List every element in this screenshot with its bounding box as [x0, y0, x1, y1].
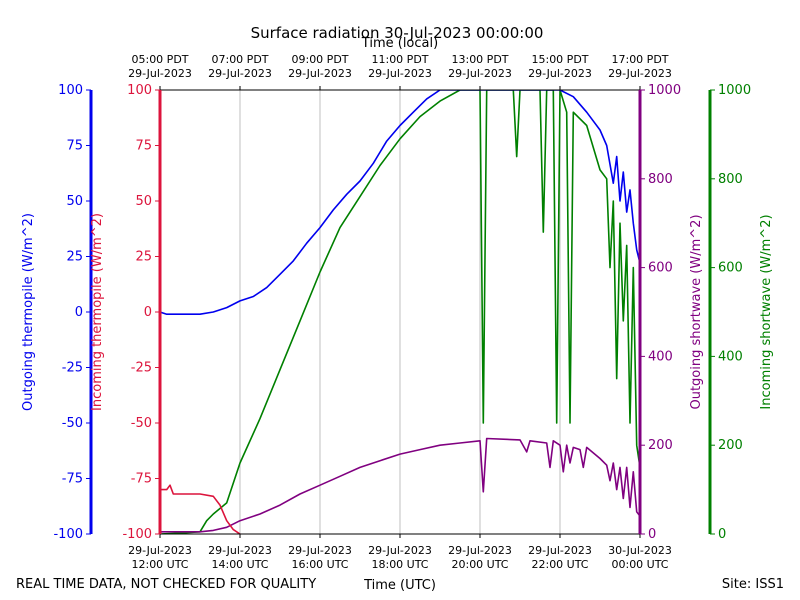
x-tick-label-bottom: 29-Jul-2023: [528, 544, 592, 557]
y-tick-label-outgoing_shortwave: 600: [648, 261, 673, 276]
chart-title: Surface radiation 30-Jul-2023 00:00:00: [251, 24, 544, 42]
data-series: [160, 90, 640, 534]
footer-site-label: Site: ISS1: [722, 577, 784, 592]
y-tick-label-outgoing_thermopile: 25: [66, 250, 83, 265]
x-tick-label-bottom: 29-Jul-2023: [128, 544, 192, 557]
y-tick-label-outgoing_thermopile: 100: [58, 83, 83, 98]
y-tick-label-incoming_shortwave: 600: [718, 261, 743, 276]
y-tick-label-outgoing_thermopile: 50: [66, 194, 83, 209]
y-tick-label-outgoing_thermopile: 0: [75, 305, 83, 320]
y-tick-label-incoming_thermopile: 25: [135, 250, 152, 265]
y-tick-label-outgoing_thermopile: 75: [66, 139, 83, 154]
y-tick-label-incoming_thermopile: 50: [135, 194, 152, 209]
x-tick-label-top: 11:00 PDT: [371, 53, 428, 66]
y-axis-label-incoming_thermopile: Incoming thermopile (W/m^2): [90, 213, 105, 411]
y-axis-label-outgoing_shortwave: Outgoing shortwave (W/m^2): [689, 214, 704, 409]
y-axis-label-incoming_shortwave: Incoming shortwave (W/m^2): [759, 214, 774, 409]
y-tick-label-incoming_shortwave: 400: [718, 349, 743, 364]
x-tick-label-top: 29-Jul-2023: [608, 67, 672, 80]
x-tick-label-top: 29-Jul-2023: [528, 67, 592, 80]
x-tick-label-top: 29-Jul-2023: [288, 67, 352, 80]
y-tick-label-incoming_shortwave: 800: [718, 172, 743, 187]
y-tick-label-outgoing_shortwave: 800: [648, 172, 673, 187]
y-axis-label-outgoing_thermopile: Outgoing thermopile (W/m^2): [21, 213, 36, 411]
x-tick-label-bottom: 29-Jul-2023: [368, 544, 432, 557]
x-tick-label-top: 17:00 PDT: [611, 53, 668, 66]
y-tick-label-incoming_shortwave: 200: [718, 438, 743, 453]
x-tick-label-top: 15:00 PDT: [531, 53, 588, 66]
y-tick-label-incoming_thermopile: -25: [131, 361, 152, 376]
y-tick-label-outgoing_shortwave: 200: [648, 438, 673, 453]
x-tick-label-top: 29-Jul-2023: [128, 67, 192, 80]
y-tick-label-incoming_shortwave: 0: [718, 527, 726, 542]
y-tick-label-outgoing_thermopile: -50: [62, 416, 83, 431]
x-tick-label-top: 29-Jul-2023: [368, 67, 432, 80]
x-tick-label-bottom: 29-Jul-2023: [288, 544, 352, 557]
x-tick-label-bottom: 14:00 UTC: [211, 558, 268, 571]
y-tick-label-incoming_thermopile: 75: [135, 139, 152, 154]
grid-lines: [159, 90, 641, 534]
y-tick-label-incoming_thermopile: 0: [144, 305, 152, 320]
series-line-incoming_shortwave: [160, 90, 640, 534]
x-axis-label-bottom: Time (UTC): [363, 578, 436, 593]
x-tick-label-bottom: 29-Jul-2023: [448, 544, 512, 557]
series-line-outgoing_thermopile: [160, 90, 640, 316]
x-tick-label-top: 13:00 PDT: [451, 53, 508, 66]
x-tick-label-bottom: 12:00 UTC: [131, 558, 188, 571]
y-tick-label-outgoing_shortwave: 400: [648, 349, 673, 364]
y-tick-label-outgoing_shortwave: 0: [648, 527, 656, 542]
x-tick-label-bottom: 16:00 UTC: [291, 558, 348, 571]
y-tick-label-incoming_thermopile: -100: [122, 527, 152, 542]
y-tick-label-outgoing_thermopile: -25: [62, 361, 83, 376]
x-tick-label-bottom: 00:00 UTC: [611, 558, 668, 571]
x-tick-label-top: 05:00 PDT: [131, 53, 188, 66]
x-tick-label-top: 29-Jul-2023: [448, 67, 512, 80]
x-tick-label-bottom: 22:00 UTC: [531, 558, 588, 571]
y-tick-label-incoming_thermopile: -50: [131, 416, 152, 431]
y-tick-label-incoming_thermopile: 100: [127, 83, 152, 98]
y-tick-label-incoming_thermopile: -75: [131, 472, 152, 487]
x-tick-label-top: 09:00 PDT: [291, 53, 348, 66]
y-tick-label-outgoing_shortwave: 1000: [648, 83, 681, 98]
series-line-incoming_thermopile: [160, 484, 241, 534]
x-axis-label-top: Time (local): [361, 36, 438, 51]
x-tick-label-bottom: 18:00 UTC: [371, 558, 428, 571]
x-tick-label-top: 29-Jul-2023: [208, 67, 272, 80]
x-tick-label-top: 07:00 PDT: [211, 53, 268, 66]
x-tick-label-bottom: 30-Jul-2023: [608, 544, 672, 557]
x-tick-label-bottom: 29-Jul-2023: [208, 544, 272, 557]
y-tick-label-outgoing_thermopile: -100: [53, 527, 83, 542]
series-line-outgoing_shortwave: [160, 437, 640, 533]
y-tick-label-incoming_shortwave: 1000: [718, 83, 751, 98]
x-tick-label-bottom: 20:00 UTC: [451, 558, 508, 571]
y-tick-label-outgoing_thermopile: -75: [62, 472, 83, 487]
footer-quality-note: REAL TIME DATA, NOT CHECKED FOR QUALITY: [16, 577, 316, 592]
